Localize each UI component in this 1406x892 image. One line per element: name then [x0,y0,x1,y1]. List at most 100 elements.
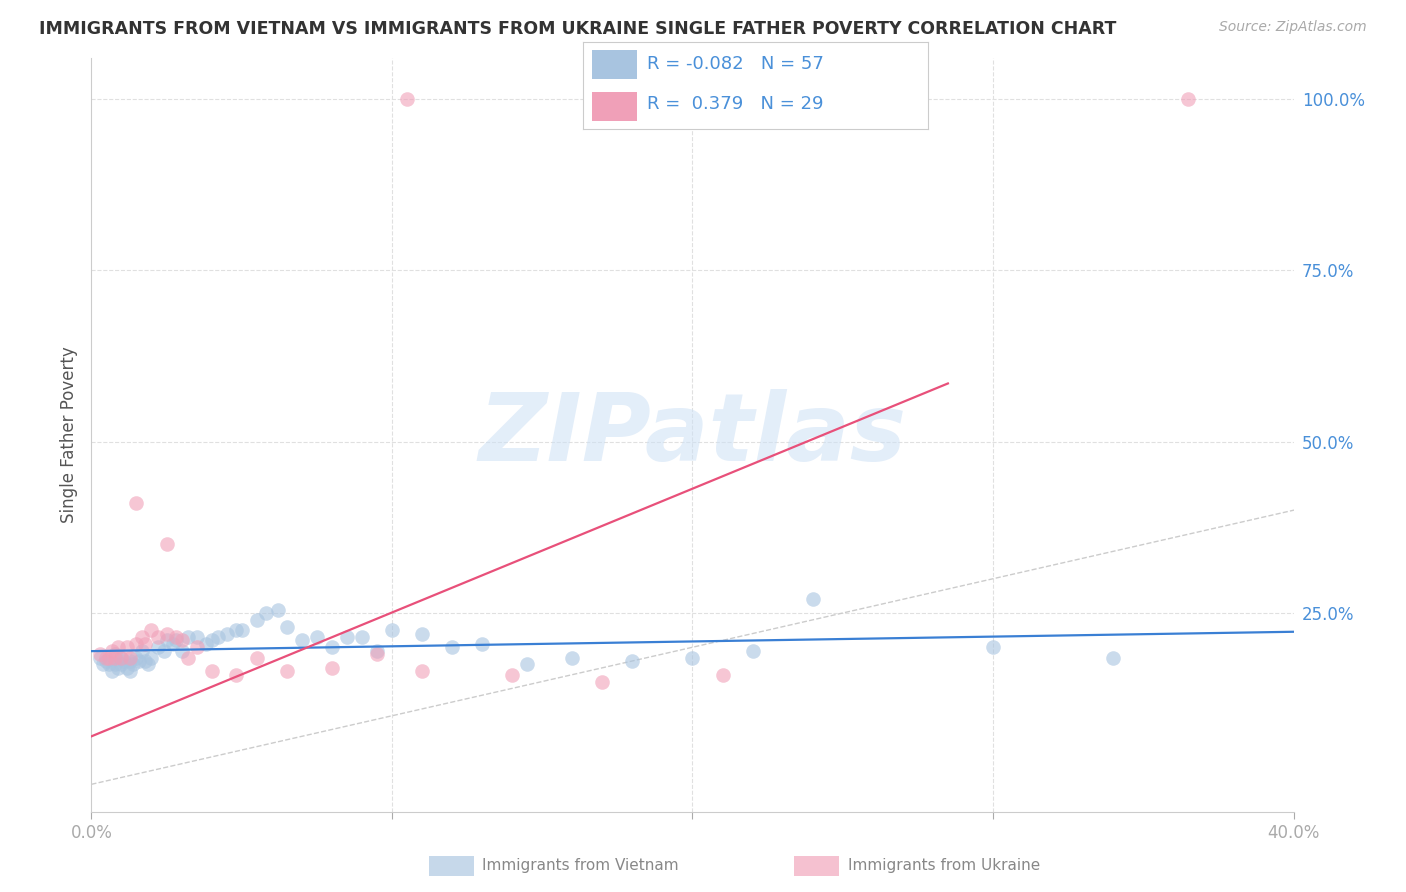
Point [134,637,156,651]
Point [104,650,127,665]
Point [411,665,433,679]
Point [104,647,127,661]
Point [125,650,148,665]
Point [801,592,824,607]
Point [591,674,613,689]
Point [246,613,269,627]
Point [201,665,224,679]
Y-axis label: Single Father Poverty: Single Father Poverty [59,346,77,524]
Point [96,650,118,665]
Point [165,633,187,648]
Point [395,92,418,106]
FancyBboxPatch shape [592,92,637,120]
Point [305,630,328,644]
Point [201,633,224,648]
Point [120,665,142,679]
Point [186,640,208,655]
Point [110,650,132,665]
Text: Immigrants from Ukraine: Immigrants from Ukraine [848,858,1040,872]
Point [1102,650,1125,665]
Point [155,633,177,648]
Point [381,623,404,637]
Point [117,640,139,655]
Point [96,654,118,668]
Point [107,661,129,675]
Point [155,537,177,551]
Point [98,657,121,672]
Point [152,643,174,657]
Point [246,650,269,665]
Point [134,654,156,668]
Point [267,602,290,616]
Point [176,650,198,665]
Point [981,640,1004,655]
Point [621,654,644,668]
Point [194,637,217,651]
Point [711,667,734,681]
Point [101,665,124,679]
Point [125,637,148,651]
Point [89,650,111,665]
Point [561,650,583,665]
Point [231,623,253,637]
Text: ZIPatlas: ZIPatlas [478,389,907,481]
Point [176,630,198,644]
Point [146,640,169,655]
Point [215,626,238,640]
Point [696,92,718,106]
Point [254,606,277,620]
Point [225,667,247,681]
Point [122,657,145,672]
FancyBboxPatch shape [592,50,637,78]
Point [366,643,388,657]
Point [321,640,343,655]
Point [411,626,433,640]
Point [104,657,127,672]
Point [681,650,703,665]
Point [146,630,169,644]
Point [350,630,373,644]
Point [114,654,136,668]
Point [110,650,132,665]
Text: IMMIGRANTS FROM VIETNAM VS IMMIGRANTS FROM UKRAINE SINGLE FATHER POVERTY CORRELA: IMMIGRANTS FROM VIETNAM VS IMMIGRANTS FR… [39,20,1116,37]
Point [276,620,298,634]
Point [101,643,124,657]
Point [366,647,388,661]
Point [107,640,129,655]
Point [1177,92,1199,106]
Point [117,661,139,675]
Point [131,643,153,657]
Point [125,496,148,510]
Point [131,630,153,644]
Point [155,626,177,640]
Point [141,650,163,665]
Point [110,657,132,672]
Point [186,630,208,644]
Point [98,650,121,665]
Point [89,647,111,661]
Text: Source: ZipAtlas.com: Source: ZipAtlas.com [1219,20,1367,34]
Point [141,623,163,637]
Point [471,637,494,651]
Point [207,630,229,644]
Point [336,630,359,644]
Point [276,665,298,679]
Point [291,633,314,648]
Point [162,637,184,651]
Point [165,630,187,644]
Text: Immigrants from Vietnam: Immigrants from Vietnam [482,858,679,872]
Point [440,640,463,655]
Point [120,654,142,668]
Point [170,633,193,648]
Point [741,643,763,657]
Text: R =  0.379   N = 29: R = 0.379 N = 29 [647,95,824,113]
Point [225,623,247,637]
Point [93,657,115,672]
Point [501,667,523,681]
Point [321,661,343,675]
Point [138,657,160,672]
Point [120,650,142,665]
Point [170,643,193,657]
Point [516,657,538,672]
Text: R = -0.082   N = 57: R = -0.082 N = 57 [647,55,824,73]
